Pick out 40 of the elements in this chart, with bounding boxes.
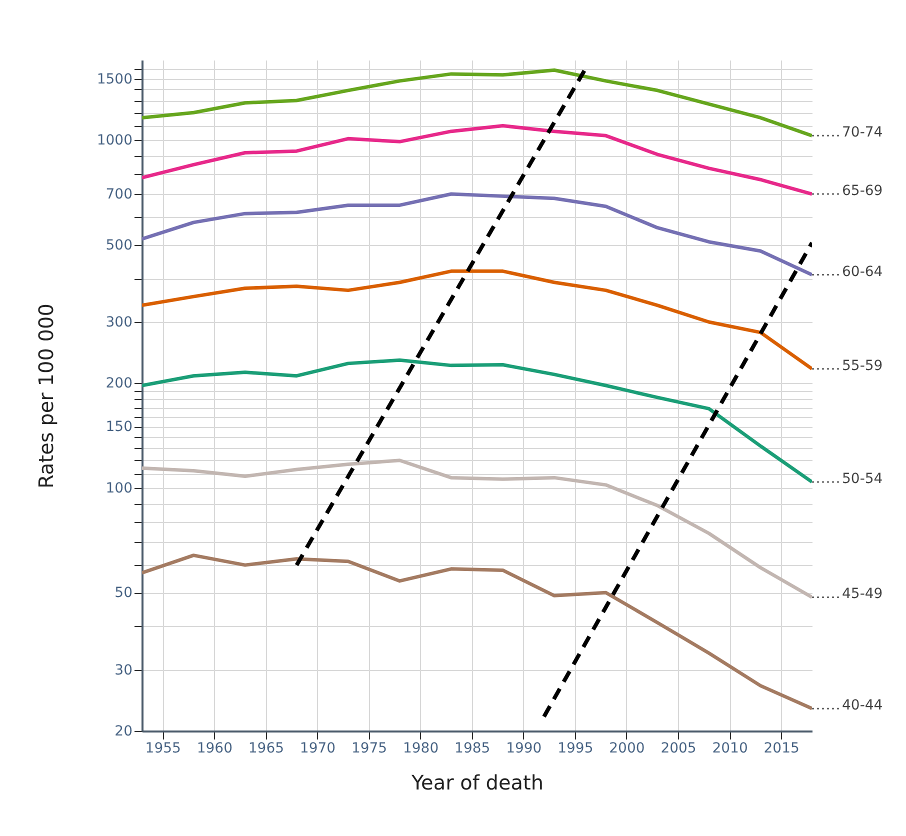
y-axis-title: Rates per 100 000 [34, 304, 58, 488]
x-tick-label: 1990 [506, 740, 542, 756]
x-tick-label: 1955 [145, 740, 181, 756]
line-series [142, 554, 812, 710]
line-series [142, 192, 812, 277]
x-tick-label: 1960 [196, 740, 232, 756]
line-series [142, 458, 812, 599]
x-tick-label: 2010 [712, 740, 748, 756]
text: 60-64 [842, 264, 883, 280]
line-series [142, 269, 812, 371]
x-tick-label: 1980 [402, 740, 439, 756]
y-tick-label: 30 [114, 662, 132, 678]
x-axis-title: Year of death [410, 770, 544, 794]
x-tick-label: 2000 [609, 740, 645, 756]
x-tick-label: 1975 [351, 740, 388, 756]
text: 40-44 [842, 698, 883, 714]
y-tick-label: 300 [106, 314, 132, 330]
y-tick-label: 50 [114, 585, 132, 602]
text: 70-74 [842, 124, 883, 141]
x-tick-label: 1985 [454, 740, 490, 756]
y-tick-label: 150 [106, 419, 132, 436]
text: 65-69 [842, 183, 883, 200]
x-tick-label: 1970 [300, 740, 336, 756]
y-tick-label: 100 [106, 480, 132, 496]
y-tick-label: 500 [106, 237, 132, 254]
line-series [142, 358, 812, 484]
text: 55-59 [842, 358, 883, 374]
text: 45-49 [842, 586, 883, 602]
x-tick-label: 1965 [248, 740, 284, 756]
x-tick-label: 1995 [558, 740, 594, 756]
y-tick-label: 200 [106, 376, 132, 392]
text: 50-54 [842, 470, 883, 487]
y-tick-label: 20 [114, 724, 132, 740]
line-series [142, 68, 812, 138]
x-tick-label: 2015 [764, 740, 800, 756]
line-series [142, 124, 812, 196]
y-tick-label: 700 [106, 186, 132, 203]
y-tick-label: 1500 [96, 71, 132, 88]
y-tick-label: 1000 [96, 132, 132, 149]
x-tick-label: 2005 [660, 740, 696, 756]
